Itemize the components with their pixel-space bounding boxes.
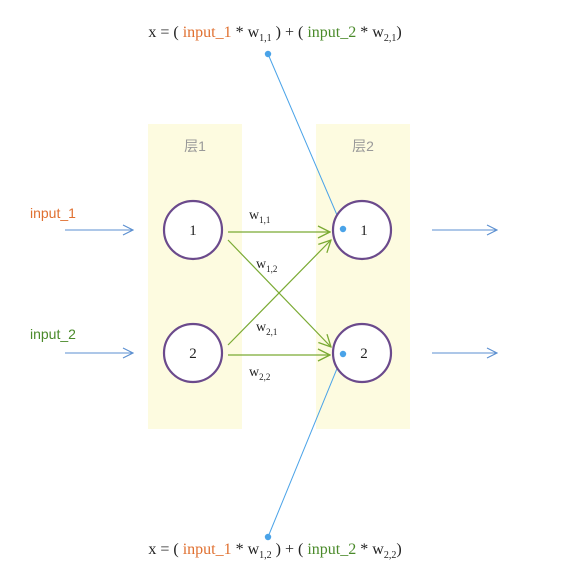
layer-2-node-1-label: 1 bbox=[360, 223, 368, 239]
pointer-bottom-dot-formula bbox=[264, 533, 272, 541]
pointer-bottom-line bbox=[267, 353, 344, 538]
layer-2-label: 层2 bbox=[352, 138, 374, 154]
connection-w12 bbox=[227, 239, 331, 347]
weight-w12-label: w1,2 bbox=[256, 257, 277, 274]
layer-2-panel bbox=[316, 124, 410, 429]
layer-1-node-1 bbox=[162, 199, 224, 261]
layer-1-node-1-label: 1 bbox=[189, 223, 197, 239]
pointer-top-line bbox=[267, 53, 344, 230]
layer-2-node-2 bbox=[331, 322, 393, 384]
pointer-bottom-dot-node bbox=[339, 350, 347, 358]
formula-bottom: x = ( input_1 * w1,2 ) + ( input_2 * w2,… bbox=[148, 541, 401, 561]
formula-top: x = ( input_1 * w1,1 ) + ( input_2 * w2,… bbox=[148, 24, 401, 44]
layer-1-node-2-label: 2 bbox=[189, 346, 197, 362]
layer-1-node-2 bbox=[162, 322, 224, 384]
pointer-top-dot-formula bbox=[264, 50, 272, 58]
connection-w21 bbox=[227, 240, 331, 346]
layer-2-node-1 bbox=[331, 199, 393, 261]
weight-w22-label: w2,2 bbox=[249, 365, 270, 382]
layer-2-node-2-label: 2 bbox=[360, 346, 368, 362]
layer-1-panel bbox=[148, 124, 242, 429]
layer-1-label: 层1 bbox=[184, 138, 206, 154]
input-1-label: input_1 bbox=[30, 205, 76, 221]
weight-w21-label: w2,1 bbox=[256, 320, 277, 337]
pointer-top-dot-node bbox=[339, 225, 347, 233]
weight-w11-label: w1,1 bbox=[249, 208, 270, 225]
input-2-label: input_2 bbox=[30, 326, 76, 342]
